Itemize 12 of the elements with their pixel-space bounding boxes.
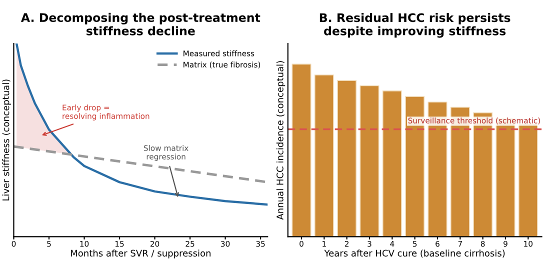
bar	[382, 90, 402, 237]
bar	[360, 85, 380, 237]
x-axis-title: Months after SVR / suppression	[70, 250, 210, 258]
chart-title: A. Decomposing the post-treatment stiffness decline	[20, 12, 260, 36]
y-axis-title: Annual HCC incidence (conceptual)	[276, 61, 286, 220]
bar	[518, 123, 538, 237]
x-axis-title: Years after HCV cure (baseline cirrhosis)	[324, 250, 505, 258]
bar	[314, 74, 334, 237]
y-axis-title: Liver stiffness (conceptual)	[2, 80, 11, 200]
bar	[292, 64, 312, 237]
chart-title: B. Residual HCC risk persists despite improving stiffness	[320, 12, 510, 38]
bar	[337, 80, 357, 237]
